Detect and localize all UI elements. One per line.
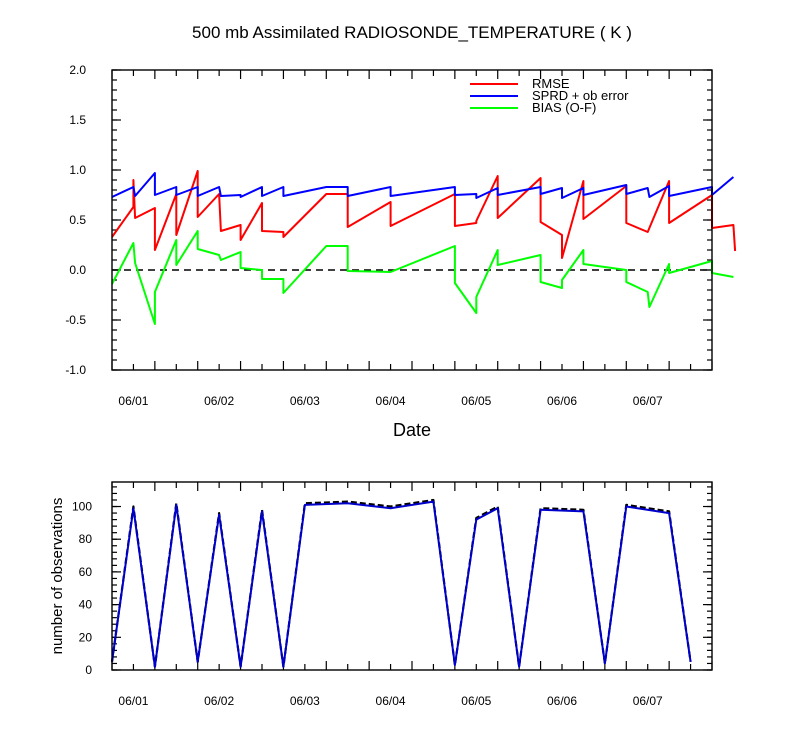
y-tick-label: 0.5 <box>69 213 86 227</box>
x-tick-label: 06/03 <box>290 694 320 708</box>
x-tick-label: 06/05 <box>461 694 491 708</box>
x-tick-label: 06/04 <box>376 394 406 408</box>
x-tick-label: 06/06 <box>547 394 577 408</box>
x-axis-title: Date <box>393 420 431 440</box>
bottom-chart-frame <box>111 481 713 671</box>
y-tick-label: 0 <box>85 663 92 677</box>
x-tick-label: 06/07 <box>633 394 663 408</box>
x-tick-label: 06/03 <box>290 394 320 408</box>
series-line-rmse <box>111 170 737 259</box>
legend-label: BIAS (O-F) <box>532 100 596 115</box>
y-tick-label: -1.0 <box>65 363 86 377</box>
series-line-observations-dashed <box>110 498 692 668</box>
top-chart-panel: 500 mb Assimilated RADIOSONDE_TEMPERATUR… <box>65 23 737 440</box>
y-tick-label: 1.0 <box>69 163 86 177</box>
chart-title: 500 mb Assimilated RADIOSONDE_TEMPERATUR… <box>192 23 632 42</box>
y-tick-label: 20 <box>79 630 93 644</box>
legend-label: SPRD + ob error <box>532 88 629 103</box>
bottom-chart-series <box>110 498 692 668</box>
top-chart-series <box>111 170 737 325</box>
y-tick-label: 1.5 <box>69 113 86 127</box>
x-tick-label: 06/06 <box>547 694 577 708</box>
bottom-chart-panel: 0 20 40 60 80 100 06/01 06/02 06/03 06/04 06/05 06/… <box>49 481 713 708</box>
bottom-chart-ticks: 0 20 40 60 80 100 06/01 06/02 06/03 06/04 06/05 06/… <box>72 482 713 708</box>
series-line-bias-o-f <box>111 230 734 325</box>
x-tick-label: 06/05 <box>461 394 491 408</box>
x-tick-label: 06/02 <box>204 394 234 408</box>
x-tick-label: 06/01 <box>118 694 148 708</box>
series-line-sprd-ob-error <box>111 172 735 199</box>
y-tick-label: 100 <box>72 500 92 514</box>
top-chart-ticks: -1.0 -0.5 0.0 0.5 1.0 1.5 2.0 06/01 06/02 06/03 06… <box>65 63 713 408</box>
series-line-observations <box>111 500 692 668</box>
top-chart-frame <box>111 69 713 371</box>
x-tick-label: 06/04 <box>376 694 406 708</box>
y-tick-label: 60 <box>79 565 93 579</box>
y-tick-label: -0.5 <box>65 313 86 327</box>
y-tick-label: 80 <box>79 532 93 546</box>
y-axis-title-observations: number of observations <box>49 498 66 655</box>
x-tick-label: 06/01 <box>118 394 148 408</box>
legend-label: RMSE <box>532 76 570 91</box>
x-tick-label: 06/02 <box>204 694 234 708</box>
y-tick-label: 2.0 <box>69 63 86 77</box>
y-tick-label: 0.0 <box>69 263 86 277</box>
x-tick-label: 06/07 <box>633 694 663 708</box>
y-tick-label: 40 <box>79 598 93 612</box>
